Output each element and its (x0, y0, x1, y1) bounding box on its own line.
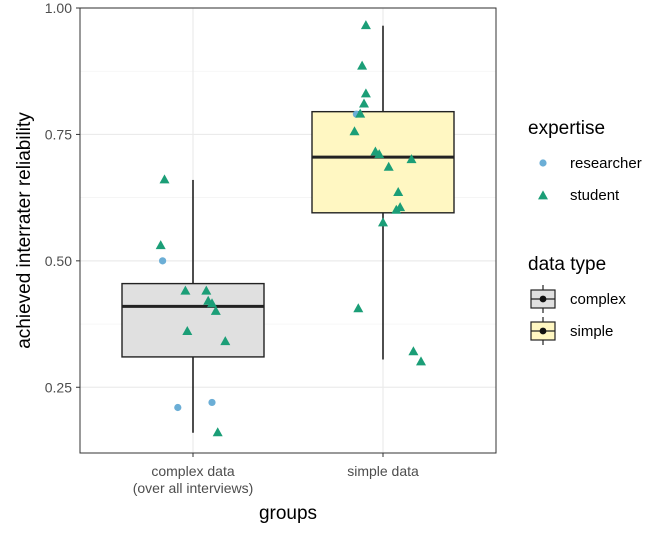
point-student (355, 108, 366, 118)
point-student (159, 174, 170, 184)
legends: expertise researcher student data type compl… (528, 118, 642, 345)
point-researcher (159, 257, 167, 265)
y-axis-ticks: 0.25 0.50 0.75 1.00 (45, 0, 80, 395)
point-student (393, 186, 404, 196)
point-student (220, 336, 231, 346)
legend-key-point (539, 327, 547, 335)
point-student (201, 285, 212, 295)
x-tick-label: simple data (347, 463, 419, 479)
point-student (360, 88, 371, 98)
point-student (357, 60, 368, 70)
point-student (212, 427, 223, 437)
y-axis-label: achieved interrater reliability (14, 112, 35, 349)
box-simple (311, 110, 455, 214)
legend-label-simple: simple (570, 323, 613, 340)
boxplots (121, 25, 455, 433)
point-student (207, 298, 217, 308)
legend-label-complex: complex (570, 291, 626, 308)
point-student (383, 161, 394, 171)
legend-title-data-type: data type (528, 254, 606, 275)
y-tick-label: 0.25 (45, 379, 72, 395)
point-student (349, 126, 360, 136)
point-student (391, 204, 402, 214)
x-axis-label: groups (259, 503, 317, 524)
point-student (416, 356, 426, 366)
box-complex (121, 282, 265, 358)
legend-key-point (539, 295, 547, 303)
y-tick-label: 0.75 (45, 126, 72, 142)
legend-symbol-researcher (539, 159, 547, 167)
legend-label-student: student (570, 187, 620, 204)
y-tick-label: 0.50 (45, 253, 72, 269)
point-student (374, 149, 385, 159)
point-student (210, 305, 221, 315)
point-student (408, 346, 419, 356)
x-tick-label: complex data (151, 463, 234, 479)
point-student (155, 240, 166, 250)
legend-label-researcher: researcher (570, 155, 642, 172)
x-axis-ticks: complex data(over all interviews) simple … (133, 453, 419, 496)
point-researcher (174, 403, 182, 412)
point-student (378, 217, 388, 227)
point-student (182, 326, 193, 336)
plot-panel-border (79, 7, 497, 454)
point-student (353, 303, 364, 313)
point-student (359, 98, 369, 108)
data-points (155, 20, 426, 437)
point-student (180, 285, 191, 295)
legend-title-expertise: expertise (528, 118, 605, 139)
grid-lines (80, 7, 496, 453)
point-student (360, 20, 371, 30)
legend-symbol-student (538, 190, 548, 200)
x-tick-label: (over all interviews) (133, 480, 254, 496)
y-tick-label: 1.00 (45, 0, 72, 16)
point-student (406, 154, 417, 164)
point-researcher (208, 398, 216, 407)
